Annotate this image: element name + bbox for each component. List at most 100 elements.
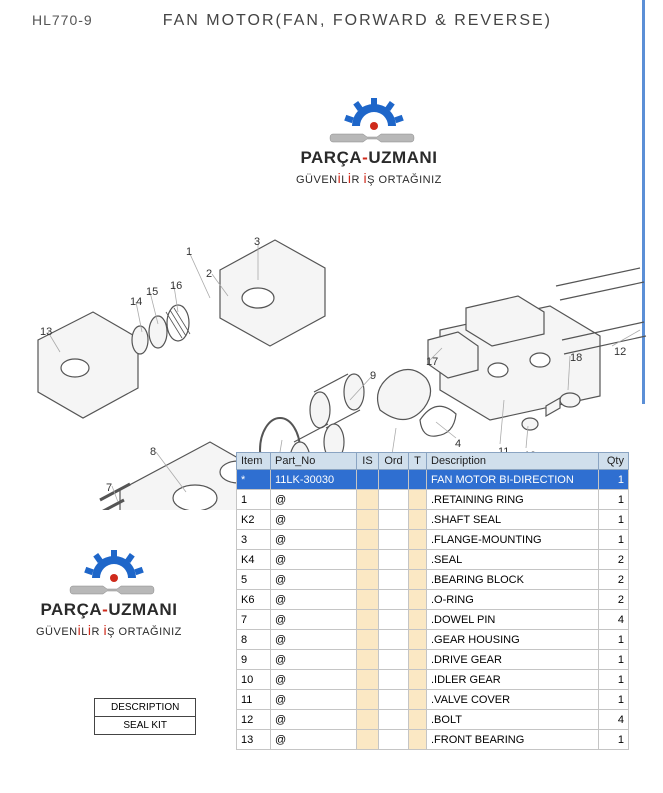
table-row[interactable]: 9@.DRIVE GEAR1 [237, 650, 629, 670]
logo-subtitle: GÜVENiLiR iŞ ORTAĞINIZ [36, 622, 182, 638]
cell-desc: .IDLER GEAR [427, 670, 599, 690]
cell-t [409, 470, 427, 490]
cell-desc: .GEAR HOUSING [427, 630, 599, 650]
cell-item: 7 [237, 610, 271, 630]
cell-t [409, 510, 427, 530]
table-row[interactable]: 8@.GEAR HOUSING1 [237, 630, 629, 650]
cell-desc: FAN MOTOR BI-DIRECTION [427, 470, 599, 490]
callout-2: 2 [206, 268, 212, 280]
cell-t [409, 590, 427, 610]
cell-item: * [237, 470, 271, 490]
table-row[interactable]: 13@.FRONT BEARING1 [237, 730, 629, 750]
cell-qty: 4 [599, 710, 629, 730]
table-row[interactable]: K6@.O-RING2 [237, 590, 629, 610]
cell-desc: .BOLT [427, 710, 599, 730]
th-is[interactable]: IS [357, 453, 379, 470]
cell-partno: @ [271, 530, 357, 550]
cell-qty: 1 [599, 650, 629, 670]
table-row[interactable]: 7@.DOWEL PIN4 [237, 610, 629, 630]
cell-ord [379, 610, 409, 630]
cell-partno: @ [271, 510, 357, 530]
cell-is [357, 590, 379, 610]
cell-t [409, 570, 427, 590]
th-t[interactable]: T [409, 453, 427, 470]
table-row[interactable]: 11@.VALVE COVER1 [237, 690, 629, 710]
cell-t [409, 670, 427, 690]
cell-desc: .SHAFT SEAL [427, 510, 599, 530]
cell-ord [379, 490, 409, 510]
cell-ord [379, 690, 409, 710]
callout-3: 3 [254, 236, 260, 248]
callout-9: 9 [370, 370, 376, 382]
callout-15: 15 [146, 286, 158, 298]
table-row[interactable]: 12@.BOLT4 [237, 710, 629, 730]
cell-item: 9 [237, 650, 271, 670]
cell-partno: @ [271, 570, 357, 590]
cell-qty: 1 [599, 510, 629, 530]
cell-qty: 2 [599, 590, 629, 610]
th-desc[interactable]: Description [427, 453, 599, 470]
cell-ord [379, 510, 409, 530]
cell-ord [379, 550, 409, 570]
cell-item: 8 [237, 630, 271, 650]
cell-t [409, 730, 427, 750]
cell-desc: .O-RING [427, 590, 599, 610]
cell-partno: 11LK-30030 [271, 470, 357, 490]
table-row[interactable]: K2@.SHAFT SEAL1 [237, 510, 629, 530]
cell-qty: 1 [599, 490, 629, 510]
desc-value: SEAL KIT [95, 717, 196, 735]
cell-item: 10 [237, 670, 271, 690]
cell-is [357, 530, 379, 550]
cell-item: 11 [237, 690, 271, 710]
cell-desc: .VALVE COVER [427, 690, 599, 710]
cell-ord [379, 530, 409, 550]
cell-is [357, 730, 379, 750]
cell-desc: .SEAL [427, 550, 599, 570]
th-qty[interactable]: Qty [599, 453, 629, 470]
cell-item: K4 [237, 550, 271, 570]
cell-is [357, 510, 379, 530]
table-body: *11LK-30030FAN MOTOR BI-DIRECTION11@.RET… [237, 470, 629, 750]
desc-label: DESCRIPTION [95, 699, 196, 717]
table-row[interactable]: 10@ .IDLER GEAR1 [237, 670, 629, 690]
th-partno[interactable]: Part_No [271, 453, 357, 470]
callout-16: 16 [170, 280, 182, 292]
cell-is [357, 490, 379, 510]
table-row[interactable]: K4@.SEAL2 [237, 550, 629, 570]
cell-qty: 1 [599, 670, 629, 690]
table-row[interactable]: 1@.RETAINING RING1 [237, 490, 629, 510]
cell-is [357, 610, 379, 630]
cell-is [357, 550, 379, 570]
page-header: HL770-9 FAN MOTOR(FAN, FORWARD & REVERSE… [32, 12, 552, 30]
cell-ord [379, 470, 409, 490]
th-ord[interactable]: Ord [379, 453, 409, 470]
cell-desc: .DOWEL PIN [427, 610, 599, 630]
th-item[interactable]: Item [237, 453, 271, 470]
callout-18: 18 [570, 352, 582, 364]
cell-item: 12 [237, 710, 271, 730]
parts-table: Item Part_No IS Ord T Description Qty *1… [236, 452, 629, 750]
exploded-diagram: PARÇA-UZMANI GÜVENiLiR iŞ ORTAĞINIZ [0, 40, 663, 470]
callout-13: 13 [40, 326, 52, 338]
table-row[interactable]: 5@.BEARING BLOCK2 [237, 570, 629, 590]
cell-qty: 2 [599, 570, 629, 590]
model-code: HL770-9 [32, 12, 93, 30]
cell-ord [379, 650, 409, 670]
cell-ord [379, 730, 409, 750]
table-header: Item Part_No IS Ord T Description Qty [237, 453, 629, 470]
cell-item: 3 [237, 530, 271, 550]
cell-is [357, 570, 379, 590]
cell-partno: @ [271, 690, 357, 710]
cell-ord [379, 570, 409, 590]
cell-ord [379, 670, 409, 690]
cell-qty: 1 [599, 630, 629, 650]
table-row[interactable]: 3@.FLANGE-MOUNTING1 [237, 530, 629, 550]
callout-17: 17 [426, 356, 438, 368]
callout-4: 4 [455, 438, 461, 450]
cell-partno: @ [271, 550, 357, 570]
cell-partno: @ [271, 590, 357, 610]
table-row[interactable]: *11LK-30030FAN MOTOR BI-DIRECTION1 [237, 470, 629, 490]
cell-partno: @ [271, 650, 357, 670]
cell-partno: @ [271, 670, 357, 690]
cell-qty: 1 [599, 530, 629, 550]
